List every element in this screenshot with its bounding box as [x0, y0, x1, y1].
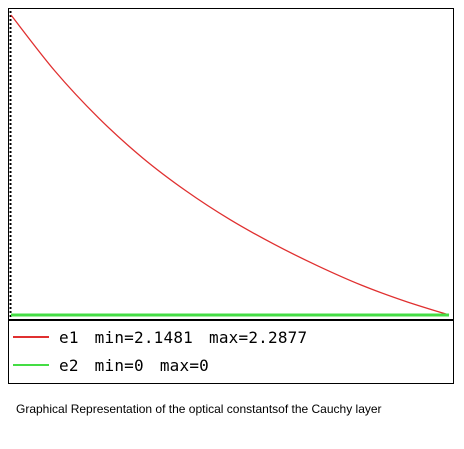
legend-swatch-e2	[13, 364, 49, 366]
legend-min: min=0	[94, 355, 144, 375]
legend-series-name: e2	[59, 355, 79, 375]
figure-caption: Graphical Representation of the optical …	[16, 402, 382, 416]
series-line-e1	[10, 14, 450, 316]
legend-text-e1: e1 min=2.1481 max=2.2877	[59, 328, 323, 347]
chart-frame: e1 min=2.1481 max=2.2877 e2 min=0 max=0	[8, 8, 454, 384]
plot-area	[9, 9, 453, 319]
legend-text-e2: e2 min=0 max=0	[59, 356, 225, 375]
legend-entry-e1: e1 min=2.1481 max=2.2877	[9, 324, 453, 350]
legend-max: max=0	[159, 355, 210, 375]
legend: e1 min=2.1481 max=2.2877 e2 min=0 max=0	[9, 319, 453, 383]
legend-max: max=2.2877	[209, 327, 308, 347]
legend-min: min=2.1481	[94, 327, 193, 347]
chart-svg	[9, 11, 450, 319]
legend-entry-e2: e2 min=0 max=0	[9, 352, 453, 378]
legend-swatch-e1	[13, 336, 49, 338]
legend-series-name: e1	[59, 327, 79, 347]
